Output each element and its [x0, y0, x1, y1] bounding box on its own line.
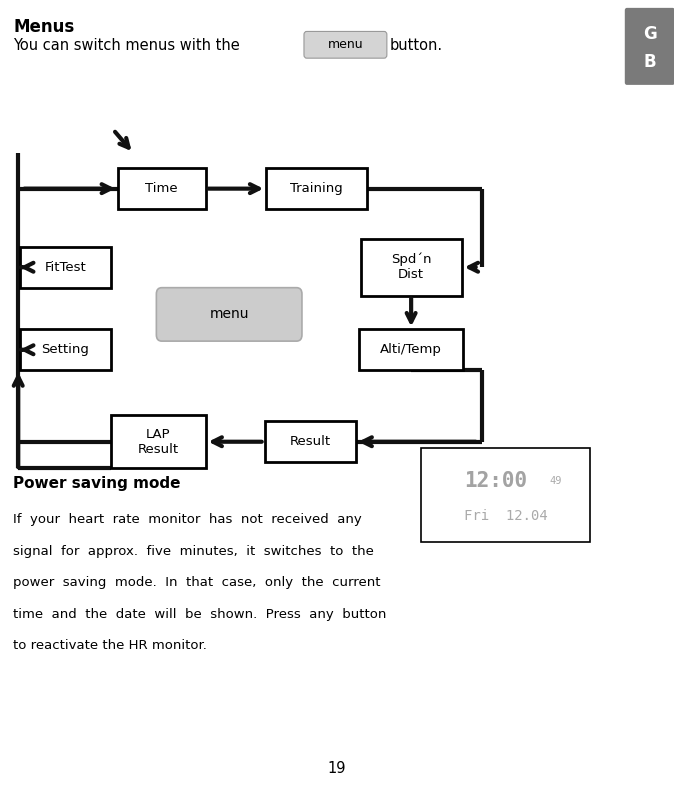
Text: Alti/Temp: Alti/Temp	[380, 343, 442, 356]
FancyBboxPatch shape	[361, 239, 462, 296]
Text: 49: 49	[550, 476, 562, 486]
Text: B: B	[644, 53, 656, 72]
Text: Training: Training	[290, 182, 343, 195]
Text: time  and  the  date  will  be  shown.  Press  any  button: time and the date will be shown. Press a…	[13, 608, 387, 621]
Text: G: G	[643, 25, 656, 43]
Text: Spd´n
Dist: Spd´n Dist	[391, 253, 431, 281]
FancyBboxPatch shape	[111, 415, 206, 468]
Text: Time: Time	[146, 182, 178, 195]
Text: LAP
Result: LAP Result	[137, 428, 179, 456]
FancyBboxPatch shape	[421, 448, 590, 542]
FancyBboxPatch shape	[156, 288, 302, 341]
Text: 12:00: 12:00	[464, 471, 527, 491]
Text: If  your  heart  rate  monitor  has  not  received  any: If your heart rate monitor has not recei…	[13, 513, 362, 527]
Text: signal  for  approx.  five  minutes,  it  switches  to  the: signal for approx. five minutes, it swit…	[13, 545, 374, 558]
Text: button.: button.	[390, 38, 443, 53]
Text: Power saving mode: Power saving mode	[13, 476, 181, 490]
Text: Fri  12.04: Fri 12.04	[464, 509, 547, 523]
Text: Setting: Setting	[41, 343, 90, 356]
Text: Menus: Menus	[13, 18, 75, 35]
Text: to reactivate the HR monitor.: to reactivate the HR monitor.	[13, 639, 208, 652]
Text: 12:00: 12:00	[464, 471, 527, 491]
FancyBboxPatch shape	[625, 8, 674, 85]
FancyBboxPatch shape	[20, 247, 111, 288]
FancyBboxPatch shape	[118, 168, 206, 209]
Text: menu: menu	[210, 307, 249, 321]
Text: FitTest: FitTest	[44, 261, 86, 274]
Text: menu: menu	[328, 39, 363, 51]
Text: 19: 19	[328, 761, 346, 777]
FancyBboxPatch shape	[264, 421, 356, 462]
FancyBboxPatch shape	[359, 329, 464, 370]
Text: You can switch menus with the: You can switch menus with the	[13, 38, 240, 53]
FancyBboxPatch shape	[266, 168, 367, 209]
Text: Result: Result	[289, 435, 331, 448]
FancyBboxPatch shape	[304, 31, 387, 58]
Text: power  saving  mode.  In  that  case,  only  the  current: power saving mode. In that case, only th…	[13, 576, 381, 590]
FancyBboxPatch shape	[20, 329, 111, 370]
